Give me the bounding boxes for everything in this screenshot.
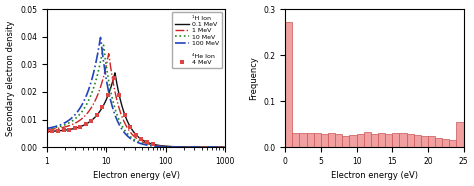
Bar <box>364 132 371 147</box>
Bar <box>392 133 400 147</box>
Y-axis label: Secondary electron density: Secondary electron density <box>6 20 15 136</box>
Bar <box>292 133 300 147</box>
Bar <box>349 135 356 147</box>
Bar <box>442 139 449 147</box>
Bar <box>407 134 414 147</box>
Bar <box>378 133 385 147</box>
Bar <box>371 134 378 147</box>
X-axis label: Electron energy (eV): Electron energy (eV) <box>331 171 418 180</box>
Bar <box>335 134 342 147</box>
Bar <box>300 133 307 147</box>
Bar <box>314 133 321 147</box>
Bar <box>385 134 392 147</box>
Bar <box>400 133 407 147</box>
Legend: ¹H Ion, 0.1 MeV, 1 MeV, 10 MeV, 100 MeV, , ⁴He Ion, 4 MeV: ¹H Ion, 0.1 MeV, 1 MeV, 10 MeV, 100 MeV,… <box>172 12 222 68</box>
X-axis label: Electron energy (eV): Electron energy (eV) <box>92 171 180 180</box>
Bar <box>428 136 435 147</box>
Bar <box>414 135 421 147</box>
Bar <box>285 22 292 147</box>
Bar <box>456 122 464 147</box>
Y-axis label: Frequency: Frequency <box>249 56 258 100</box>
Bar <box>421 136 428 147</box>
Bar <box>321 134 328 147</box>
Bar <box>449 140 456 147</box>
Bar <box>307 133 314 147</box>
Bar <box>328 133 335 147</box>
Bar <box>342 136 349 147</box>
Bar <box>435 138 442 147</box>
Bar <box>356 134 364 147</box>
